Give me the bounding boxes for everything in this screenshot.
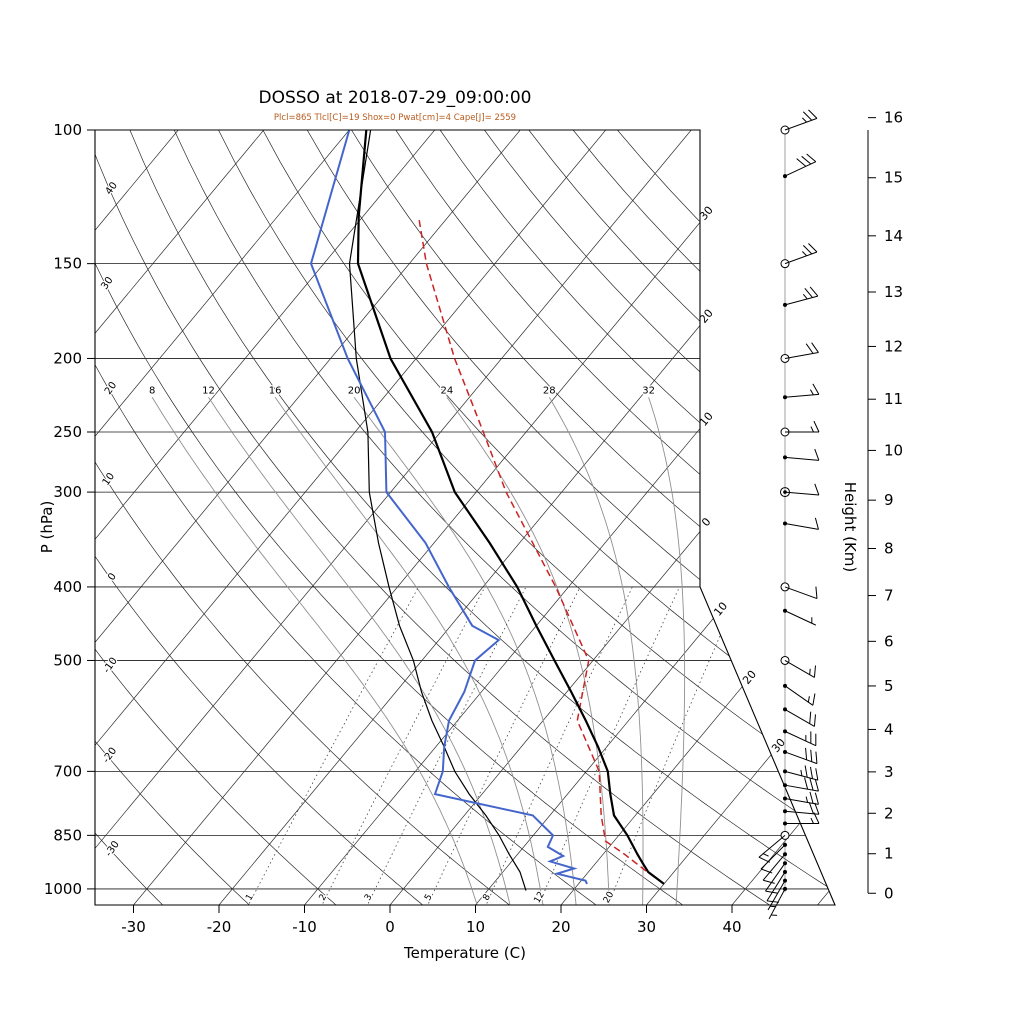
- svg-text:850: 850: [53, 826, 82, 844]
- wetbulb-curve: [348, 130, 527, 891]
- svg-text:10: 10: [884, 441, 903, 459]
- svg-text:28: 28: [543, 385, 556, 396]
- svg-text:-10: -10: [292, 918, 317, 936]
- svg-text:-10: -10: [101, 656, 119, 676]
- svg-text:30: 30: [637, 918, 656, 936]
- svg-text:0: 0: [699, 515, 713, 529]
- wind-barbs: [758, 109, 820, 920]
- svg-text:24: 24: [441, 385, 454, 396]
- svg-text:12: 12: [202, 385, 215, 396]
- svg-text:16: 16: [884, 109, 903, 127]
- svg-text:40: 40: [104, 180, 120, 197]
- svg-text:5: 5: [884, 677, 894, 695]
- svg-text:8: 8: [884, 540, 894, 558]
- svg-text:10: 10: [711, 600, 730, 619]
- svg-text:10: 10: [466, 918, 485, 936]
- temperature-curve: [356, 130, 665, 885]
- svg-text:9: 9: [884, 491, 894, 509]
- sounding-curves: [309, 130, 665, 891]
- svg-text:200: 200: [53, 349, 82, 367]
- temperature-axis-label: Temperature (C): [404, 944, 526, 962]
- svg-text:7: 7: [884, 587, 894, 605]
- svg-text:-20: -20: [207, 918, 232, 936]
- svg-text:300: 300: [53, 483, 82, 501]
- svg-text:20: 20: [348, 385, 361, 396]
- height-axis-label: Height (Km): [841, 481, 859, 573]
- svg-text:20: 20: [602, 890, 617, 905]
- svg-text:150: 150: [53, 255, 82, 273]
- svg-text:700: 700: [53, 762, 82, 780]
- svg-text:4: 4: [884, 720, 894, 738]
- chart-title: DOSSO at 2018-07-29_09:00:00: [258, 88, 532, 108]
- svg-text:0: 0: [106, 571, 119, 583]
- svg-text:20: 20: [551, 918, 570, 936]
- svg-text:11: 11: [884, 390, 903, 408]
- parcel-curve: [417, 216, 665, 885]
- svg-text:15: 15: [884, 169, 903, 187]
- svg-text:10: 10: [101, 471, 117, 488]
- svg-text:-30: -30: [103, 839, 121, 859]
- svg-text:20: 20: [740, 668, 759, 687]
- svg-text:400: 400: [53, 578, 82, 596]
- chart-subtitle: Plcl=865 Tlcl[C]=19 Shox=0 Pwat[cm]=4 Ca…: [273, 113, 517, 123]
- svg-text:1000: 1000: [44, 880, 82, 898]
- svg-text:12: 12: [884, 337, 903, 355]
- svg-text:0: 0: [385, 918, 395, 936]
- svg-text:14: 14: [884, 227, 903, 245]
- svg-text:2: 2: [884, 804, 894, 822]
- skewt-background: [95, 130, 835, 905]
- svg-text:-30: -30: [121, 918, 146, 936]
- svg-text:3: 3: [884, 763, 894, 781]
- svg-text:40: 40: [722, 918, 741, 936]
- svg-text:500: 500: [53, 651, 82, 669]
- svg-text:250: 250: [53, 423, 82, 441]
- svg-text:100: 100: [53, 121, 82, 139]
- svg-text:6: 6: [884, 632, 894, 650]
- svg-text:1: 1: [884, 845, 894, 863]
- svg-text:-20: -20: [101, 746, 119, 766]
- svg-text:8: 8: [149, 385, 155, 396]
- svg-text:0: 0: [884, 884, 894, 902]
- dewpoint-curve: [309, 130, 588, 885]
- svg-text:12: 12: [533, 890, 547, 905]
- svg-text:16: 16: [269, 385, 282, 396]
- svg-text:32: 32: [642, 385, 655, 396]
- pressure-axis-label: P (hPa): [38, 500, 56, 554]
- svg-text:13: 13: [884, 283, 903, 301]
